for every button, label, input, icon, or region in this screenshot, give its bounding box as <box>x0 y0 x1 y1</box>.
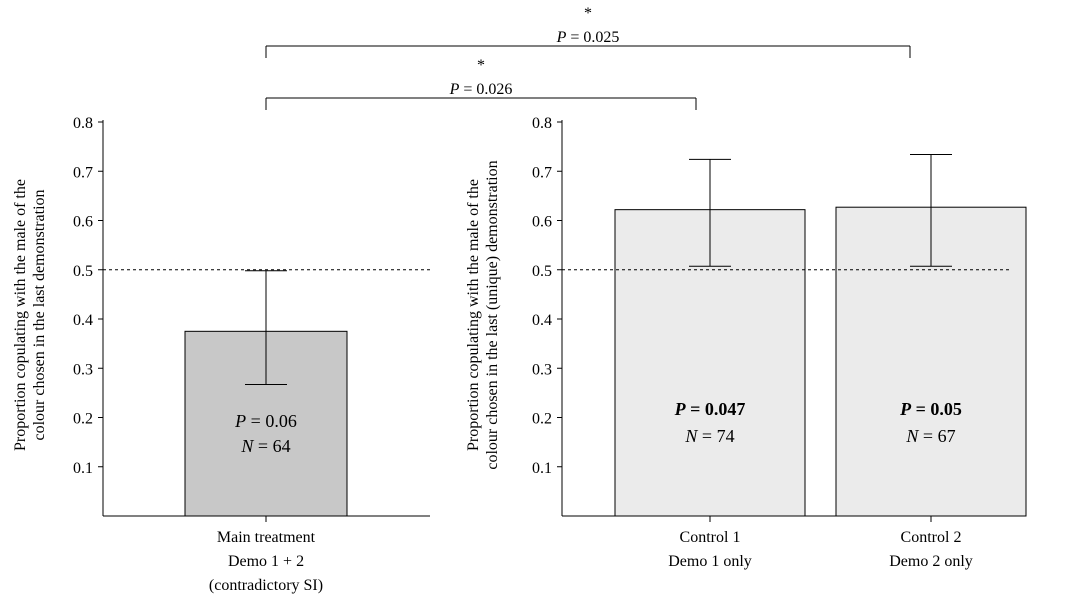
y-tick-label: 0.8 <box>532 115 552 132</box>
y-tick-label: 0.3 <box>73 361 93 378</box>
n-value-text: = 64 <box>253 436 290 456</box>
y-tick-label: 0.3 <box>532 361 552 378</box>
bar-n-label: N = 74 <box>684 426 734 446</box>
p-symbol: P <box>674 399 687 419</box>
y-tick-label: 0.1 <box>73 460 93 477</box>
n-symbol: N <box>684 426 698 446</box>
comparison-p-value: P = 0.025 <box>556 29 620 46</box>
p-symbol: P <box>556 29 567 46</box>
n-symbol: N <box>240 436 254 456</box>
left-panel: 0.1 0.2 0.3 0.4 0.5 0.6 0.7 0.8 Proportion copul… <box>12 115 430 594</box>
y-axis-label: colour chosen in the last (unique) demon… <box>484 160 501 469</box>
bar-p-value-label: P = 0.06 <box>234 411 297 431</box>
x-category-label: Demo 1 + 2 <box>228 553 304 570</box>
bar-p-value-label: P = 0.047 <box>674 399 746 419</box>
right-panel: 0.1 0.2 0.3 0.4 0.5 0.6 0.7 0.8 Proportion copul… <box>465 115 1027 570</box>
n-value-text: = 67 <box>918 426 955 446</box>
p-symbol: P <box>899 399 912 419</box>
significance-star: * <box>584 5 592 22</box>
y-tick-label: 0.4 <box>73 312 93 329</box>
x-category-label: Control 2 <box>901 529 962 546</box>
bar-n-label: N = 67 <box>905 426 955 446</box>
y-tick-label: 0.1 <box>532 460 552 477</box>
y-tick-label: 0.4 <box>532 312 552 329</box>
y-tick-label: 0.7 <box>532 164 552 181</box>
significance-brackets: * P = 0.025 * P = 0.026 <box>265 5 911 110</box>
y-tick-label: 0.5 <box>532 263 552 280</box>
significance-star: * <box>477 57 485 74</box>
y-tick-label: 0.7 <box>73 164 93 181</box>
y-tick-label: 0.8 <box>73 115 93 132</box>
n-value-text: = 74 <box>697 426 734 446</box>
y-tick-label: 0.2 <box>532 411 552 428</box>
x-category-label: Demo 1 only <box>668 553 752 570</box>
p-symbol: P <box>449 81 460 98</box>
x-category-label: Main treatment <box>217 529 316 546</box>
p-value-text: = 0.06 <box>246 411 297 431</box>
p-symbol: P <box>234 411 246 431</box>
x-category-label: Control 1 <box>680 529 741 546</box>
y-tick-label: 0.5 <box>73 263 93 280</box>
y-tick-label: 0.6 <box>73 214 93 231</box>
p-value-text: = 0.025 <box>566 29 619 46</box>
x-category-label: Demo 2 only <box>889 553 973 570</box>
bar-p-value-label: P = 0.05 <box>899 399 962 419</box>
y-axis-label: Proportion copulating with the male of t… <box>465 179 482 451</box>
n-symbol: N <box>905 426 919 446</box>
p-value-text: = 0.026 <box>459 81 512 98</box>
p-value-text: = 0.047 <box>686 399 746 419</box>
bar-n-label: N = 64 <box>240 436 290 456</box>
y-axis-label: Proportion copulating with the male of t… <box>12 179 29 451</box>
comparison-p-value: P = 0.026 <box>449 81 513 98</box>
p-value-text: = 0.05 <box>911 399 962 419</box>
y-tick-label: 0.6 <box>532 214 552 231</box>
x-category-label: (contradictory SI) <box>209 577 323 594</box>
y-axis-label: colour chosen in the last demonstration <box>31 189 48 440</box>
y-tick-label: 0.2 <box>73 411 93 428</box>
